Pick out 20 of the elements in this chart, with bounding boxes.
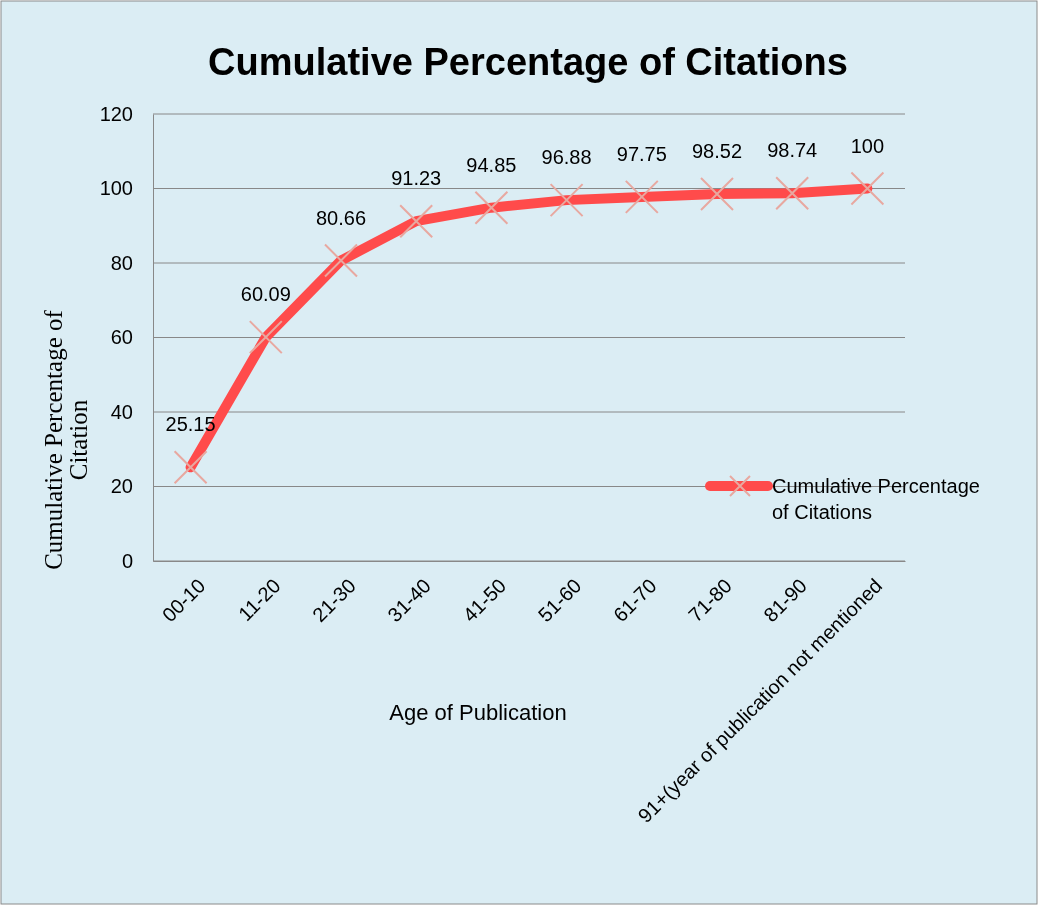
data-label: 96.88 <box>541 146 592 169</box>
data-label: 97.75 <box>616 142 667 165</box>
chart-title: Cumulative Percentage of Citations <box>208 41 848 83</box>
data-label: 98.74 <box>767 139 818 162</box>
y-axis-title: Cumulative Percentage of Citation <box>40 309 92 570</box>
y-tick-label: 60 <box>110 326 133 349</box>
y-tick-label: 120 <box>99 102 133 125</box>
data-label: 100 <box>850 134 885 157</box>
legend-label: Cumulative Percentage of Citations <box>772 475 980 523</box>
y-tick-label: 0 <box>121 549 133 572</box>
x-axis-title: Age of Publication <box>389 700 567 725</box>
y-tick-label: 80 <box>110 251 133 274</box>
y-tick-label: 40 <box>110 400 133 423</box>
y-tick-label: 20 <box>110 475 133 498</box>
data-label: 94.85 <box>466 153 517 176</box>
data-label: 98.52 <box>691 140 743 163</box>
data-label: 91.23 <box>391 167 442 190</box>
data-label: 60.09 <box>240 283 291 306</box>
y-tick-label: 100 <box>99 177 133 200</box>
data-label: 80.66 <box>315 206 367 229</box>
